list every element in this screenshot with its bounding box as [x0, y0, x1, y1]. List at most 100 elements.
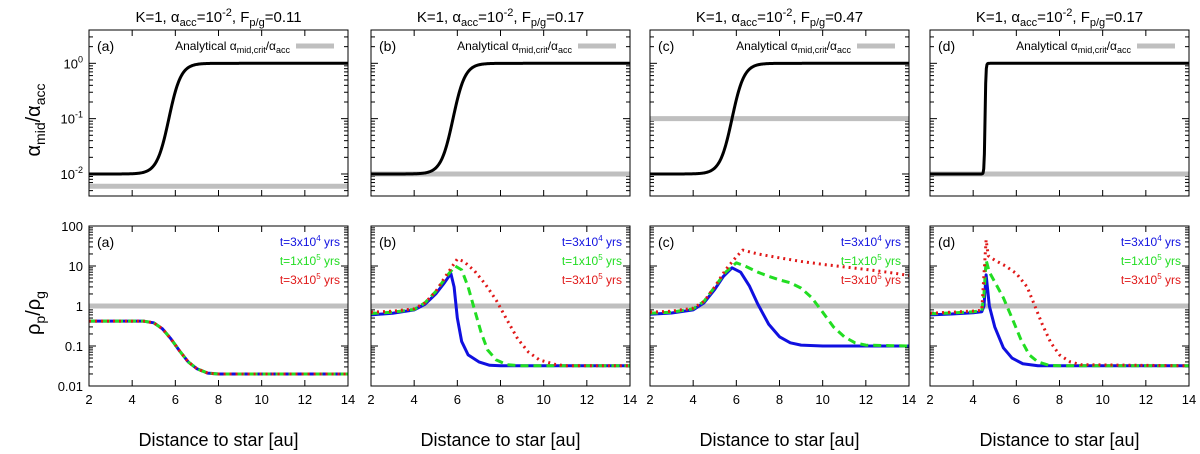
x-tick-label: 8: [497, 392, 504, 407]
panel-title-a: K=1, αacc=10-2, Fp/g=0.11: [135, 7, 301, 29]
plot-frame: [929, 225, 1190, 387]
legend-analytical-label: Analytical αmid,crit/αacc: [1016, 39, 1131, 55]
y-tick-label: 0.01: [58, 379, 83, 394]
panel-grid: K=1, αacc=10-2, Fp/g=0.11 10-2 10-1 100 Anal…: [58, 7, 1197, 450]
panel-title-d: K=1, αacc=10-2, Fp/g=0.17: [976, 7, 1143, 29]
plot-frame: [370, 29, 631, 197]
plot-area-bottom-c: [650, 248, 909, 348]
x-tick-label: 6: [733, 392, 740, 407]
x-tick-label: 2: [646, 392, 653, 407]
x-tick-label: 12: [859, 392, 873, 407]
plot-frame: [929, 29, 1190, 197]
legend-time-label: t=3x105 yrs: [841, 272, 901, 287]
panel-label: (b): [379, 234, 396, 250]
plot-area-top-b: [371, 61, 630, 177]
plot-bottom-b: t=3x104 yrs t=1x105 yrs t=3x105 yrs (b): [370, 225, 631, 387]
x-tick-label: 6: [172, 392, 179, 407]
legend-time-label: t=3x104 yrs: [841, 234, 901, 249]
y-tick-label: 100: [64, 54, 83, 71]
y-tick-label: 10-1: [61, 110, 83, 127]
density-curve-1e5: [650, 261, 909, 348]
legend-time-label: t=3x104 yrs: [1121, 234, 1181, 249]
x-tick-label: 2: [367, 392, 374, 407]
x-tick-label: 14: [341, 392, 355, 407]
plot-area-bottom-a: [89, 303, 348, 376]
x-tick-label: 14: [1182, 392, 1196, 407]
y-axis-label-density-ratio: ρp/ρg: [23, 291, 48, 335]
plot-area-bottom-d: [930, 238, 1189, 368]
alpha-ratio-curve: [650, 61, 909, 176]
y-tick-label: 1: [76, 299, 83, 314]
y-tick-label: 10-2: [61, 165, 83, 182]
x-axis-label: Distance to star [au]: [699, 430, 859, 450]
density-curve-3e4: [371, 271, 630, 368]
panel-title-c: K=1, αacc=10-2, Fp/g=0.47: [696, 7, 863, 29]
panel-label: (c): [658, 38, 674, 54]
alpha-ratio-curve: [371, 61, 630, 176]
panel-label: (d): [938, 234, 955, 250]
panel-label: (c): [658, 234, 674, 250]
plot-frame: [649, 29, 910, 197]
panel-label: (b): [379, 38, 396, 54]
x-tick-label: 6: [1013, 392, 1020, 407]
panel-column-a: K=1, αacc=10-2, Fp/g=0.11 10-2 10-1 100 Anal…: [58, 7, 356, 450]
panel-label: (a): [97, 234, 114, 250]
y-axis-label-alpha-ratio: αmid/αacc: [23, 83, 48, 156]
plot-top-b: Analytical αmid,crit/αacc (b): [370, 29, 631, 197]
panel-title-b: K=1, αacc=10-2, Fp/g=0.17: [417, 7, 584, 29]
plot-bottom-c: t=3x104 yrs t=1x105 yrs t=3x105 yrs (c): [649, 225, 910, 387]
plot-frame: [88, 29, 349, 197]
x-tick-label: 4: [129, 392, 136, 407]
plot-top-a: 10-2 10-1 100 Analytical αmid,crit/αacc (a): [61, 29, 349, 197]
legend-time-label: t=3x104 yrs: [562, 234, 622, 249]
plot-frame: [88, 225, 349, 387]
plot-area-top-c: [650, 61, 909, 176]
plot-frame: [370, 225, 631, 387]
legend-time-label: t=3x105 yrs: [280, 272, 340, 287]
density-curve-3e5: [650, 248, 909, 314]
plot-area-bottom-b: [371, 257, 630, 368]
plot-top-c: Analytical αmid,crit/αacc (c): [649, 29, 910, 197]
y-tick-label: 10: [69, 259, 83, 274]
legend-analytical-label: Analytical αmid,crit/αacc: [736, 39, 851, 55]
x-tick-label: 12: [298, 392, 312, 407]
x-tick-label: 10: [254, 392, 268, 407]
x-tick-label: 10: [1095, 392, 1109, 407]
density-curve-3e4: [89, 319, 348, 376]
x-tick-label: 14: [902, 392, 916, 407]
density-curve-1e5: [371, 264, 630, 368]
legend-time-label: t=3x104 yrs: [280, 234, 340, 249]
x-tick-label: 14: [623, 392, 637, 407]
plot-area-top-a: [89, 61, 348, 189]
x-tick-label: 8: [1056, 392, 1063, 407]
legend-time-label: t=1x105 yrs: [562, 253, 622, 268]
x-tick-label: 4: [970, 392, 977, 407]
legend-time-label: t=1x105 yrs: [1121, 253, 1181, 268]
alpha-ratio-curve: [89, 61, 348, 176]
legend-analytical-label: Analytical αmid,crit/αacc: [457, 39, 572, 55]
density-curve-1e5: [930, 258, 1189, 368]
x-tick-label: 2: [85, 392, 92, 407]
plot-frame: [649, 225, 910, 387]
plot-bottom-d: t=3x104 yrs t=1x105 yrs t=3x105 yrs (d): [929, 225, 1190, 387]
density-curve-1e5: [89, 319, 348, 376]
x-tick-label: 4: [690, 392, 697, 407]
legend-analytical-label: Analytical αmid,crit/αacc: [175, 39, 290, 55]
panel-label: (d): [938, 38, 955, 54]
x-tick-label: 4: [411, 392, 418, 407]
legend-time-label: t=1x105 yrs: [280, 253, 340, 268]
x-axis-label: Distance to star [au]: [979, 430, 1139, 450]
density-curve-3e4: [930, 273, 1189, 368]
x-axis-label: Distance to star [au]: [420, 430, 580, 450]
x-tick-label: 12: [1139, 392, 1153, 407]
y-tick-label: 100: [61, 219, 83, 234]
alpha-ratio-curve: [930, 61, 1189, 176]
x-tick-label: 6: [454, 392, 461, 407]
x-axis-label: Distance to star [au]: [138, 430, 298, 450]
panel-column-d: K=1, αacc=10-2, Fp/g=0.17 Analytical αmid…: [926, 7, 1196, 450]
plot-bottom-a: 0.01 0.1 1 10 100 t=3x104 yrs t=1x105 yrs t=3x1…: [58, 219, 349, 394]
x-tick-label: 8: [215, 392, 222, 407]
